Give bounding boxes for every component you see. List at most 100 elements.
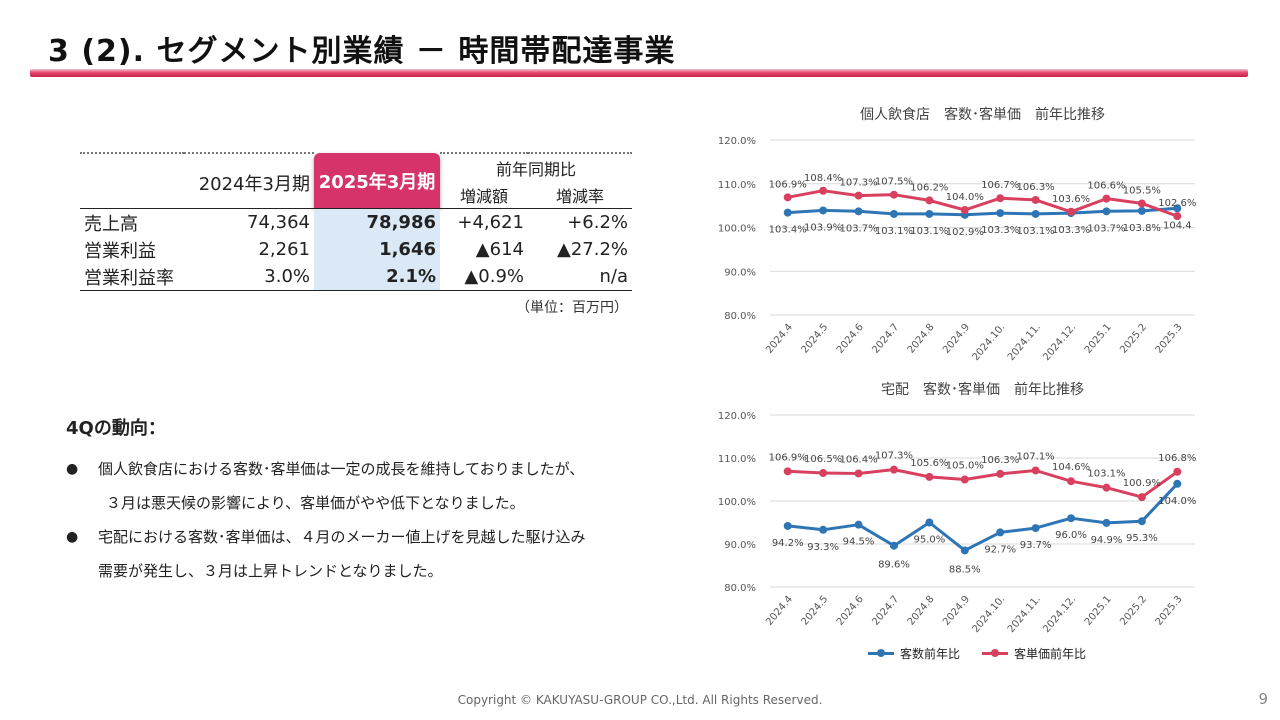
- x-tick-label: 2024.6: [835, 594, 866, 628]
- data-point: [854, 520, 863, 529]
- cell-rate: n/a: [528, 263, 633, 291]
- x-tick-label: 2024.6: [835, 322, 866, 356]
- data-label: 93.7%: [1020, 540, 1052, 551]
- data-label: 106.6%: [1087, 181, 1125, 192]
- notes-section: 4Qの動向： ● 個人飲食店における客数･客単価は一定の成長を維持しておりました…: [66, 414, 666, 588]
- kpi-table: 2025年3月期 前年同期比 2024年3月期 増減額 増減率 売上高 74,3…: [80, 152, 633, 291]
- note-line: 個人飲食店における客数･客単価は一定の成長を維持しておりましたが、: [98, 460, 585, 478]
- legend-label: 客数前年比: [900, 647, 961, 661]
- restaurant-yoy-chart: 個人飲食店 客数･客単価 前年比推移 120.0% 110.0% 100.0% 90.0…: [718, 106, 1197, 363]
- data-label: 104.6%: [1052, 462, 1090, 473]
- data-point: [1031, 466, 1040, 475]
- y-tick-label: 120.0%: [718, 411, 756, 422]
- unit-note: （単位：百万円）: [516, 300, 628, 316]
- data-point: [1067, 207, 1076, 216]
- row-label: 営業利益: [84, 240, 156, 262]
- cell-rate: ▲27.2%: [556, 239, 629, 260]
- data-point: [1031, 195, 1040, 204]
- data-label: 105.6%: [910, 458, 948, 469]
- data-point: [925, 472, 934, 481]
- series-line-0: [787, 206, 1178, 217]
- y-tick-label: 110.0%: [718, 180, 756, 191]
- data-label: 104.0%: [946, 192, 984, 203]
- data-point: [889, 541, 898, 550]
- cell-prev: 2,261: [258, 239, 310, 260]
- data-point: [1102, 207, 1111, 216]
- data-point: [1173, 467, 1182, 476]
- data-label: 104.0%: [1158, 496, 1196, 507]
- data-point: [996, 209, 1005, 218]
- x-tick-label: 2025.1: [1083, 322, 1114, 356]
- data-label: 94.5%: [843, 537, 875, 548]
- x-tick-label: 2024.8: [906, 594, 937, 628]
- column-header-yoy: 前年同期比: [440, 152, 633, 181]
- data-label: 96.0%: [1055, 530, 1087, 541]
- cell-diff: ▲0.9%: [440, 263, 528, 291]
- notes-heading: 4Qの動向：: [66, 418, 166, 439]
- column-header-previous: 2024年3月期: [198, 173, 310, 195]
- data-label: 107.3%: [839, 178, 877, 189]
- cell-curr: 1,646: [314, 236, 440, 263]
- data-point: [783, 521, 792, 530]
- data-point: [996, 469, 1005, 478]
- data-point: [1137, 517, 1146, 526]
- data-point: [960, 546, 969, 555]
- legend-item-price: 客単価前年比: [982, 645, 1086, 662]
- data-point: [925, 196, 934, 205]
- data-label: 103.1%: [1087, 469, 1125, 480]
- chart-title: 宅配 客数･客単価 前年比推移: [881, 381, 1084, 398]
- copyright-footer: Copyright © KAKUYASU-GROUP CO.,Ltd. All …: [457, 693, 823, 707]
- chart-title: 個人飲食店 客数･客単価 前年比推移: [860, 106, 1105, 123]
- row-label: 営業利益率: [80, 263, 184, 291]
- data-point: [1173, 479, 1182, 488]
- data-point: [1137, 493, 1146, 502]
- data-label: 88.5%: [949, 564, 981, 575]
- data-point: [1137, 199, 1146, 208]
- data-point: [819, 186, 828, 195]
- note-item: ● 個人飲食店における客数･客単価は一定の成長を維持しておりましたが、 ３月は悪…: [66, 452, 666, 520]
- data-point: [783, 208, 792, 217]
- data-label: 104.4: [1163, 220, 1192, 231]
- data-point: [1173, 212, 1182, 221]
- legend-item-customers: 客数前年比: [868, 645, 960, 662]
- data-label: 103.3%: [981, 225, 1019, 236]
- series-line-1: [787, 189, 1178, 218]
- data-label: 103.9%: [804, 222, 842, 233]
- data-point: [854, 191, 863, 200]
- x-tick-label: 2024.9: [941, 594, 972, 628]
- data-label: 95.0%: [913, 535, 945, 546]
- x-tick-label: 2024.12.: [1041, 594, 1078, 635]
- data-point: [996, 194, 1005, 203]
- data-label: 100.9%: [1123, 478, 1161, 489]
- data-label: 103.6%: [1052, 194, 1090, 205]
- data-point: [854, 207, 863, 216]
- data-label: 95.3%: [1126, 533, 1158, 544]
- data-point: [1173, 204, 1182, 213]
- data-point: [960, 475, 969, 484]
- data-label: 103.8%: [1123, 223, 1161, 234]
- data-label: 92.7%: [984, 544, 1016, 555]
- data-label: 94.2%: [772, 538, 804, 549]
- x-tick-label: 2024.12.: [1041, 322, 1078, 363]
- data-label: 103.1%: [875, 226, 913, 237]
- cell-diff: ▲614: [475, 239, 524, 260]
- data-point: [1031, 524, 1040, 533]
- x-tick-label: 2024.5: [799, 322, 830, 356]
- data-point: [819, 525, 828, 534]
- x-tick-label: 2024.7: [870, 594, 901, 628]
- column-header-diff: 増減額: [459, 186, 508, 206]
- data-label: 102.6%: [1158, 198, 1196, 209]
- data-label: 106.8%: [1158, 453, 1196, 464]
- note-line: 宅配における客数･客単価は、４月のメーカー値上げを見越した駆け込み: [98, 528, 586, 546]
- data-label: 94.9%: [1091, 535, 1123, 546]
- page-title: 3 (2). セグメント別業績 － 時間帯配達事業: [48, 34, 676, 69]
- data-point: [783, 467, 792, 476]
- x-tick-label: 2024.11.: [1006, 594, 1043, 635]
- row-label: 売上高: [84, 213, 138, 235]
- y-tick-label: 80.0%: [724, 311, 756, 322]
- note-line: 需要が発生し、３月は上昇トレンドとなりました。: [98, 562, 443, 580]
- note-line: ３月は悪天候の影響により、客単価がやや低下となりました。: [106, 494, 525, 512]
- y-tick-label: 120.0%: [718, 136, 756, 147]
- data-point: [1102, 518, 1111, 527]
- x-tick-label: 2025.2: [1118, 594, 1149, 628]
